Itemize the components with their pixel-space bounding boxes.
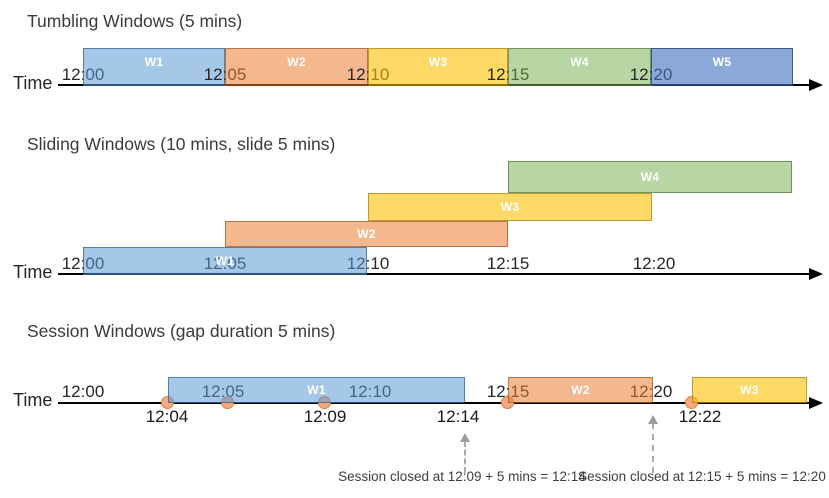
tumbling-window-label: W2 bbox=[287, 55, 306, 69]
sliding-window-w2: W2 bbox=[225, 221, 508, 247]
session-window-w2: W2 bbox=[508, 377, 653, 403]
tumbling-window-label: W1 bbox=[144, 55, 164, 69]
sliding-tick-label: 12:15 bbox=[486, 254, 530, 273]
tumbling-window-w2: W2 bbox=[225, 48, 368, 86]
annotation-arrowhead-up-icon-2 bbox=[648, 415, 658, 424]
tumbling-window-label: W3 bbox=[428, 55, 448, 69]
annotation-arrowhead-up-icon-1 bbox=[460, 433, 470, 442]
session-axis-arrowhead-icon bbox=[809, 397, 823, 409]
session-event-time-label: 12:09 bbox=[303, 407, 347, 426]
session-window-label: W1 bbox=[307, 383, 326, 397]
session-tick-label: 12:00 bbox=[61, 382, 105, 401]
session-event-time-label: 12:22 bbox=[678, 407, 722, 426]
session-event-time-label: 12:14 bbox=[436, 407, 480, 426]
sliding-tick-label: 12:20 bbox=[632, 254, 676, 273]
annotation-dashed-arrow-1 bbox=[464, 441, 466, 473]
session-event-time-label: 12:04 bbox=[145, 407, 189, 426]
annotation-dashed-arrow-2 bbox=[652, 423, 654, 473]
tumbling-window-w3: W3 bbox=[368, 48, 508, 86]
sliding-window-w1: W1 bbox=[83, 247, 367, 275]
sliding-time-axis-label: Time bbox=[13, 262, 53, 282]
sliding-window-w3: W3 bbox=[368, 193, 652, 221]
sliding-window-label: W1 bbox=[215, 254, 235, 268]
session-closed-annotation-1: Session closed at 12:09 + 5 mins = 12:14 bbox=[338, 469, 586, 484]
session-window-label: W2 bbox=[571, 383, 590, 397]
sliding-windows-title: Sliding Windows (10 mins, slide 5 mins) bbox=[27, 134, 336, 154]
tumbling-windows-title: Tumbling Windows (5 mins) bbox=[27, 11, 243, 31]
sliding-axis-arrowhead-icon bbox=[809, 268, 823, 280]
tumbling-window-w1: W1 bbox=[83, 48, 225, 86]
session-time-axis bbox=[58, 402, 811, 404]
sliding-window-label: W4 bbox=[640, 170, 660, 184]
tumbling-axis-arrowhead-icon bbox=[809, 79, 823, 91]
tumbling-window-w4: W4 bbox=[508, 48, 651, 86]
session-time-axis-label: Time bbox=[13, 390, 53, 410]
tumbling-window-label: W5 bbox=[712, 55, 732, 69]
sliding-window-label: W3 bbox=[500, 200, 520, 214]
tumbling-window-label: W4 bbox=[570, 55, 589, 69]
tumbling-window-w5: W5 bbox=[651, 48, 793, 86]
session-window-w1: W1 bbox=[168, 377, 465, 403]
tumbling-time-axis-label: Time bbox=[13, 73, 53, 93]
session-window-label: W3 bbox=[740, 383, 759, 397]
sliding-time-axis bbox=[58, 273, 811, 275]
sliding-window-label: W2 bbox=[357, 227, 376, 241]
session-windows-title: Session Windows (gap duration 5 mins) bbox=[27, 321, 336, 341]
session-closed-annotation-2: Session closed at 12:15 + 5 mins = 12:20 bbox=[578, 469, 826, 484]
sliding-window-w4: W4 bbox=[508, 161, 792, 193]
session-window-w3: W3 bbox=[692, 377, 807, 403]
